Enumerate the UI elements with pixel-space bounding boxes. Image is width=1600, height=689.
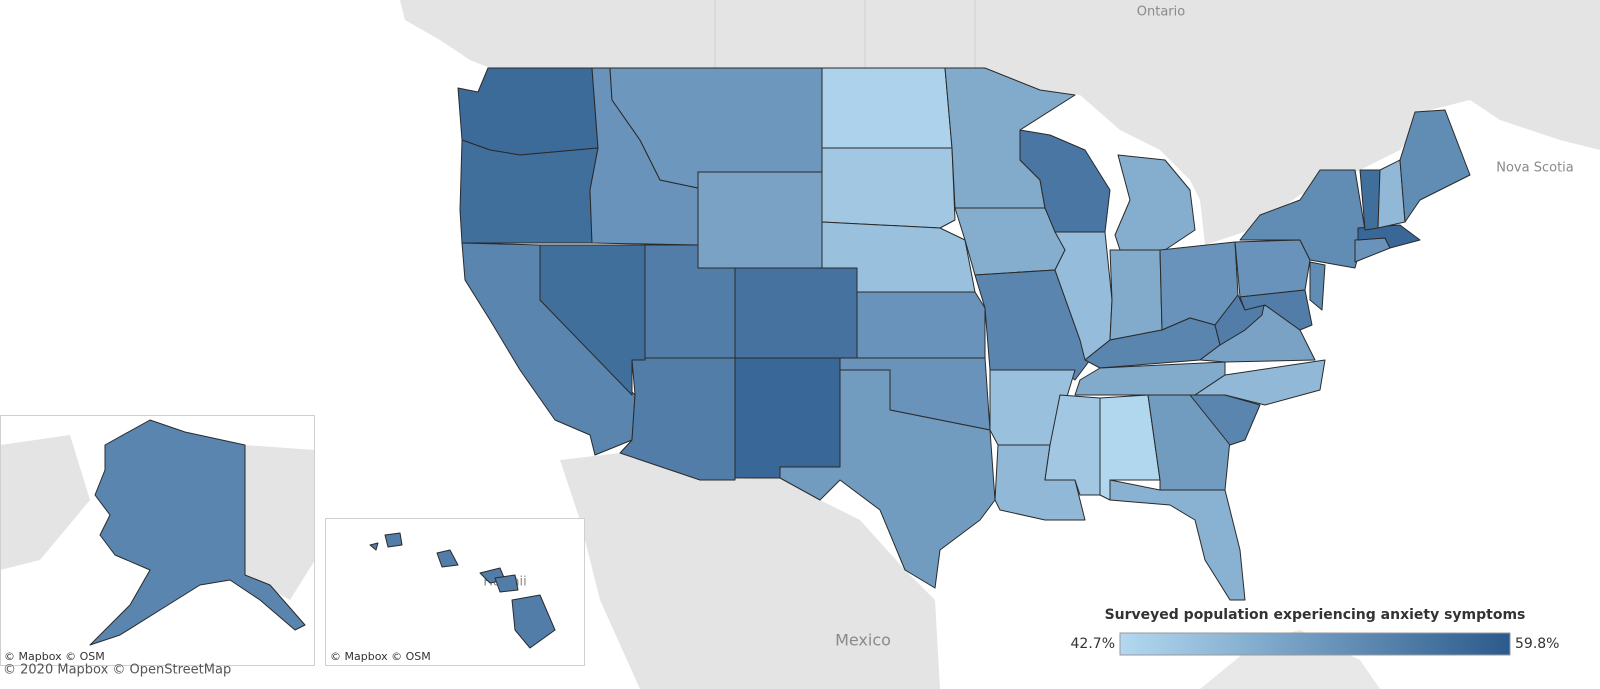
state — [856, 291, 986, 359]
state — [779, 369, 996, 589]
state — [1234, 239, 1311, 298]
legend-gradient — [1119, 632, 1511, 656]
state — [734, 267, 858, 359]
state — [494, 574, 519, 593]
state — [1309, 261, 1326, 311]
state — [369, 542, 379, 551]
attribution: © 2020 Mapbox © OpenStreetMap — [3, 663, 231, 678]
state — [1109, 249, 1163, 341]
state — [734, 357, 841, 479]
hawaii-inset — [325, 518, 585, 666]
place-label: Nova Scotia — [1496, 161, 1574, 176]
place-label: Ontario — [1137, 5, 1185, 20]
alaska-inset — [0, 415, 315, 666]
attribution: © Mapbox © OSM — [330, 650, 431, 663]
state — [1239, 289, 1313, 331]
legend-min-label: 42.7% — [1071, 636, 1115, 652]
state — [436, 549, 459, 568]
state — [384, 532, 403, 548]
legend-title: Surveyed population experiencing anxiety… — [1105, 607, 1526, 623]
states — [89, 67, 1471, 649]
state — [1357, 224, 1421, 249]
state — [697, 171, 823, 269]
attribution: © Mapbox © OSM — [4, 650, 105, 663]
state — [459, 139, 599, 244]
state — [1399, 109, 1471, 223]
place-label: Mexico — [835, 631, 891, 650]
state — [511, 594, 556, 649]
state — [1239, 169, 1366, 269]
state — [1109, 479, 1246, 601]
state — [1194, 359, 1326, 406]
legend-max-label: 59.8% — [1515, 636, 1559, 652]
state — [821, 67, 953, 149]
state — [821, 147, 956, 229]
state — [89, 419, 306, 646]
